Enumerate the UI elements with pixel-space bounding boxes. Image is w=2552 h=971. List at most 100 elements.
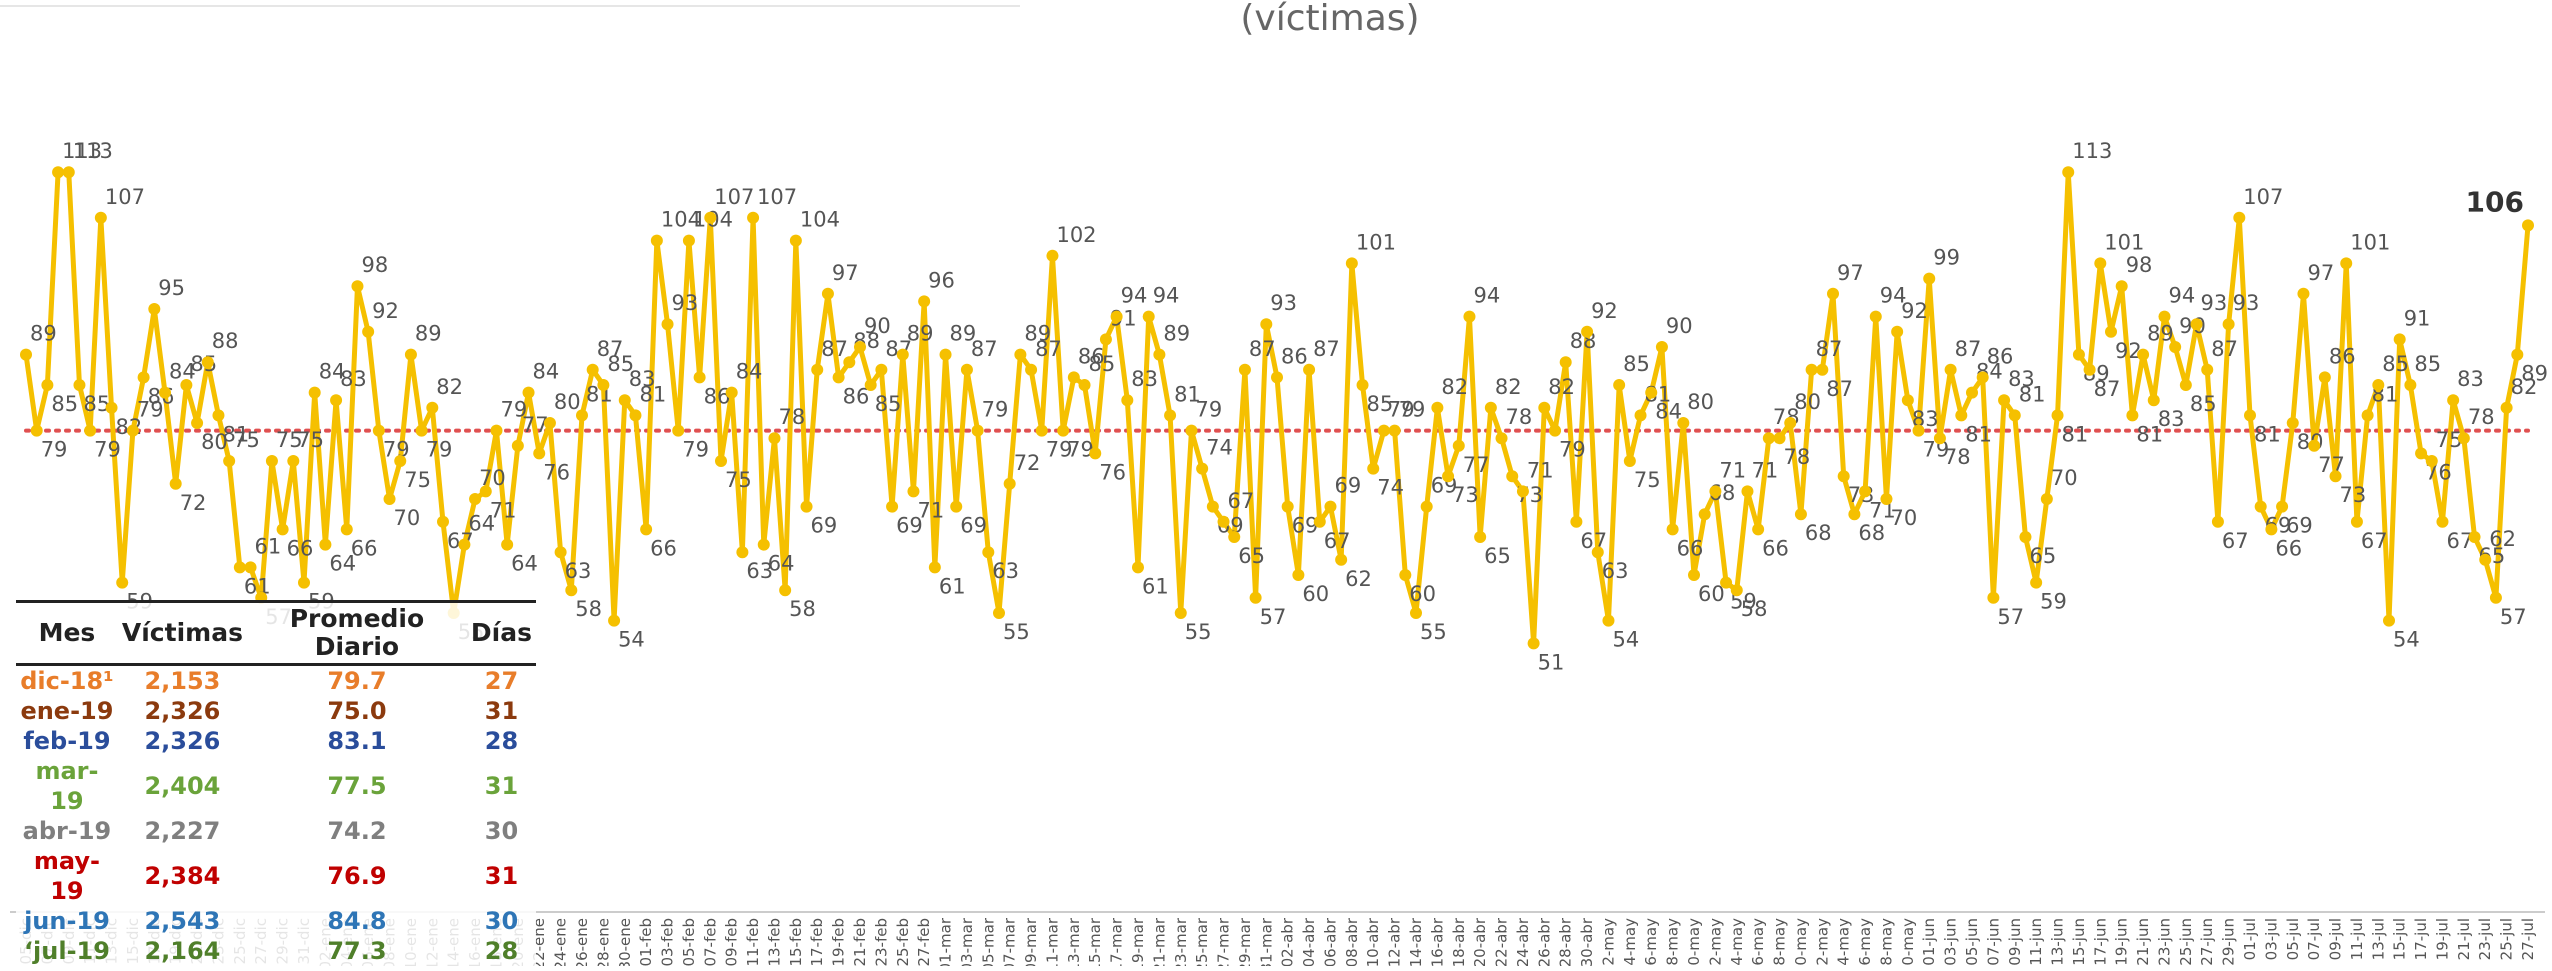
point (2436, 516, 2448, 528)
header-row: Mes Víctimas Promedio Diario Días (16, 602, 536, 665)
data-label: 85 (2190, 392, 2217, 416)
x-tick-label: 15-jul (2391, 918, 2409, 960)
data-label: 83 (2457, 367, 2484, 391)
point (2297, 288, 2309, 300)
x-tick-label: 15-mar (1086, 917, 1104, 966)
point (2062, 166, 2074, 178)
point (715, 455, 727, 467)
point (2052, 409, 2064, 421)
table-cell: 2,543 (118, 906, 247, 936)
x-tick-label: 24-abr (1514, 917, 1532, 966)
data-label: 79 (982, 398, 1009, 422)
data-label: 91 (2404, 306, 2431, 330)
table-cell: 84.8 (247, 906, 467, 936)
data-label: 79 (1399, 398, 1426, 422)
data-label: 86 (1281, 344, 1308, 368)
data-label: 64 (768, 552, 795, 576)
x-tick-label: 29-mar (1236, 917, 1254, 966)
point (1816, 364, 1828, 376)
point (822, 288, 834, 300)
data-label: 68 (1858, 521, 1885, 545)
data-label: 92 (1591, 299, 1618, 323)
table-cell: 75.0 (247, 696, 467, 726)
data-label: 113 (73, 139, 113, 163)
x-tick-label: 14-may (1728, 918, 1746, 966)
x-tick-label: 19-jul (2433, 918, 2451, 960)
point (875, 364, 887, 376)
x-tick-label: 26-ene (573, 918, 591, 966)
point (1132, 561, 1144, 573)
x-tick-label: 18-abr (1450, 917, 1468, 966)
point (1228, 531, 1240, 543)
point (1624, 455, 1636, 467)
data-label: 79 (1067, 438, 1094, 462)
data-label: 69 (1292, 514, 1319, 538)
point (1528, 637, 1540, 649)
point (1453, 440, 1465, 452)
point (779, 584, 791, 596)
header-cell: Mes (16, 602, 118, 665)
point (2426, 455, 2438, 467)
point (918, 295, 930, 307)
x-tick-label: 15-jun (2070, 918, 2088, 966)
point (458, 539, 470, 551)
point (2084, 364, 2096, 376)
point (63, 166, 75, 178)
header-cell: Víctimas (118, 602, 247, 665)
data-label: 89 (30, 322, 57, 346)
data-label: 82 (1548, 375, 1575, 399)
x-tick-label: 25-feb (894, 918, 912, 966)
data-label: 54 (2393, 628, 2420, 652)
data-label: 58 (789, 597, 816, 621)
point (597, 379, 609, 391)
point (2148, 394, 2160, 406)
data-label: 80 (1687, 390, 1714, 414)
point (490, 425, 502, 437)
data-label: 70 (2051, 466, 2078, 490)
point (319, 539, 331, 551)
data-label: 97 (1837, 261, 1864, 285)
point (1292, 569, 1304, 581)
point (1560, 356, 1572, 368)
data-label: 67 (1228, 489, 1255, 513)
x-tick-label: 22-may (1813, 918, 1831, 966)
point (1720, 577, 1732, 589)
header-cell: Promedio Diario (247, 602, 467, 665)
table-cell: 77.5 (247, 756, 467, 816)
data-label: 67 (2222, 529, 2249, 553)
point (993, 607, 1005, 619)
data-label: 81 (2019, 382, 2046, 406)
data-label: 64 (511, 552, 538, 576)
table-cell: 2,326 (118, 696, 247, 726)
point (2169, 341, 2181, 353)
point (2415, 447, 2427, 459)
point (801, 501, 813, 513)
x-tick-label: 17-feb (808, 918, 826, 966)
data-label: 82 (1495, 375, 1522, 399)
point (1774, 432, 1786, 444)
x-tick-label: 07-jun (1984, 918, 2002, 966)
point (1880, 493, 1892, 505)
data-label: 66 (1677, 536, 1704, 560)
point (512, 440, 524, 452)
point (2372, 379, 2384, 391)
x-tick-label: 30-ene (616, 918, 634, 966)
table-cell: dic-18¹ (16, 665, 118, 697)
data-label: 65 (1238, 544, 1265, 568)
x-tick-label: 11-feb (744, 918, 762, 966)
data-label: 74 (1377, 476, 1404, 500)
data-label: 70 (1890, 506, 1917, 530)
point (148, 303, 160, 315)
x-tick-label: 05-feb (680, 918, 698, 966)
point (2490, 592, 2502, 604)
data-label: 79 (94, 438, 121, 462)
table-cell: feb-19 (16, 726, 118, 756)
x-tick-label: 15-feb (787, 918, 805, 966)
point (52, 166, 64, 178)
point (1335, 554, 1347, 566)
point (2383, 615, 2395, 627)
point (1100, 333, 1112, 345)
